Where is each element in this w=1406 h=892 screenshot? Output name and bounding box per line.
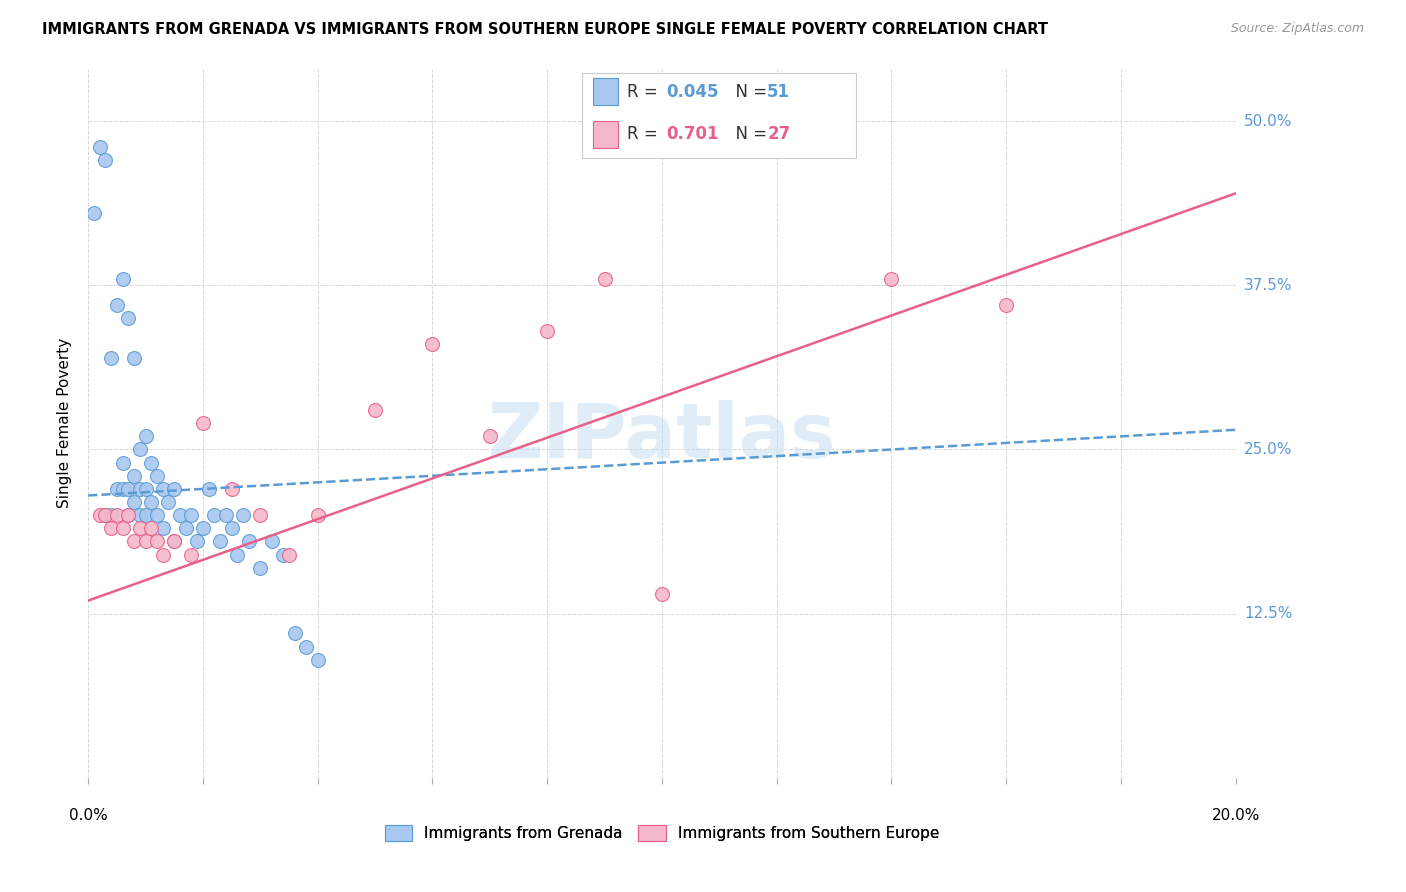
Point: [422, 337, 444, 351]
Point: [122, 468, 145, 483]
Point: [215, 508, 238, 523]
Point: [135, 429, 157, 443]
Point: [122, 534, 145, 549]
Point: [100, 351, 122, 365]
Point: [284, 626, 307, 640]
Point: [111, 482, 134, 496]
Point: [152, 548, 174, 562]
Point: [180, 508, 202, 523]
Point: [295, 640, 318, 654]
Point: [307, 653, 329, 667]
Point: [111, 271, 134, 285]
Point: [221, 521, 243, 535]
Legend: Immigrants from Grenada, Immigrants from Southern Europe: Immigrants from Grenada, Immigrants from…: [385, 825, 939, 841]
Text: 37.5%: 37.5%: [1244, 277, 1292, 293]
Point: [94, 508, 117, 523]
Text: 50.0%: 50.0%: [1244, 113, 1292, 128]
Text: 0.0%: 0.0%: [69, 808, 107, 823]
Point: [105, 508, 128, 523]
Point: [209, 534, 232, 549]
Point: [880, 271, 903, 285]
Point: [197, 482, 219, 496]
Point: [536, 324, 558, 338]
Point: [117, 508, 139, 523]
Point: [157, 495, 180, 509]
Text: 12.5%: 12.5%: [1244, 607, 1292, 621]
Text: R =: R =: [627, 125, 662, 144]
Point: [146, 508, 169, 523]
Point: [152, 482, 174, 496]
Point: [278, 548, 301, 562]
Point: [364, 403, 387, 417]
Text: 0.045: 0.045: [666, 83, 718, 101]
Point: [117, 482, 139, 496]
Point: [163, 482, 186, 496]
Point: [249, 508, 271, 523]
Point: [105, 482, 128, 496]
Point: [260, 534, 283, 549]
Point: [117, 311, 139, 326]
Point: [221, 482, 243, 496]
Point: [249, 560, 271, 574]
Text: 27: 27: [768, 125, 790, 144]
Point: [141, 521, 163, 535]
Text: N =: N =: [725, 83, 772, 101]
Point: [163, 534, 186, 549]
Point: [111, 456, 134, 470]
Point: [117, 508, 139, 523]
Point: [202, 508, 225, 523]
Point: [94, 153, 117, 168]
Point: [169, 508, 191, 523]
Point: [89, 508, 111, 523]
Text: ZIPatlas: ZIPatlas: [488, 401, 837, 475]
Point: [135, 482, 157, 496]
Text: 51: 51: [768, 83, 790, 101]
Point: [180, 548, 202, 562]
Point: [226, 548, 249, 562]
Text: R =: R =: [627, 83, 662, 101]
Text: N =: N =: [725, 125, 772, 144]
Text: 20.0%: 20.0%: [1212, 808, 1260, 823]
Point: [478, 429, 501, 443]
Text: Source: ZipAtlas.com: Source: ZipAtlas.com: [1230, 22, 1364, 36]
Point: [128, 508, 150, 523]
Point: [100, 508, 122, 523]
Point: [122, 495, 145, 509]
Text: 25.0%: 25.0%: [1244, 442, 1292, 457]
Point: [238, 534, 260, 549]
Point: [128, 521, 150, 535]
Point: [135, 534, 157, 549]
Point: [163, 534, 186, 549]
Point: [271, 548, 294, 562]
Text: 0.701: 0.701: [666, 125, 718, 144]
Point: [651, 587, 673, 601]
Point: [152, 521, 174, 535]
Point: [135, 508, 157, 523]
Point: [593, 271, 616, 285]
Point: [307, 508, 329, 523]
Point: [141, 495, 163, 509]
Point: [83, 206, 105, 220]
Point: [128, 482, 150, 496]
Point: [191, 416, 214, 430]
Point: [100, 521, 122, 535]
Point: [174, 521, 197, 535]
Point: [146, 468, 169, 483]
Text: IMMIGRANTS FROM GRENADA VS IMMIGRANTS FROM SOUTHERN EUROPE SINGLE FEMALE POVERTY: IMMIGRANTS FROM GRENADA VS IMMIGRANTS FR…: [42, 22, 1049, 37]
Point: [89, 140, 111, 154]
Point: [232, 508, 254, 523]
Point: [191, 521, 214, 535]
Point: [111, 521, 134, 535]
Point: [94, 508, 117, 523]
Point: [141, 456, 163, 470]
Point: [146, 534, 169, 549]
Point: [128, 442, 150, 457]
Y-axis label: Single Female Poverty: Single Female Poverty: [58, 338, 72, 508]
Point: [186, 534, 208, 549]
Point: [105, 298, 128, 312]
Point: [995, 298, 1018, 312]
Point: [122, 351, 145, 365]
